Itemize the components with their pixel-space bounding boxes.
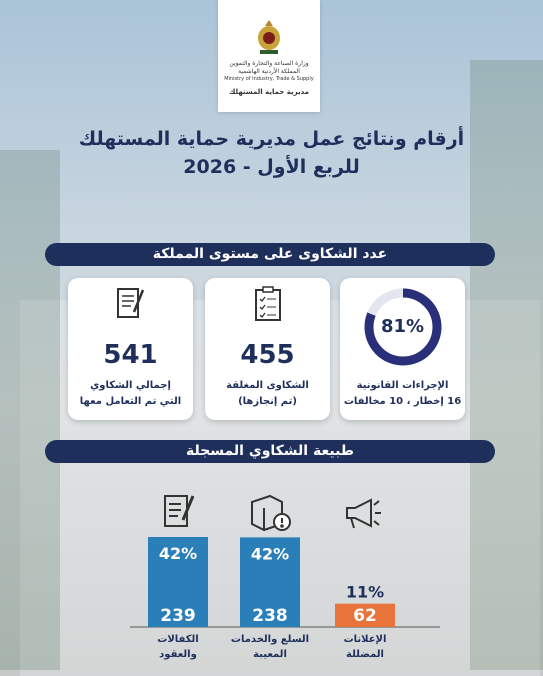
kpi-label: الشكاوى المغلقة [226,380,309,391]
share-label: 42% [159,544,197,563]
bar-chart: 239 42% 238 42% 62 11% [130,537,440,628]
kpi-card: 455 الشكاوى المغلقة (تم إنجازها) [205,278,330,420]
section-banner: طبيعة الشكاوي المسجلة [45,440,495,463]
title-line1: أرقام ونتائج عمل مديرية حماية المستهلك [78,128,465,150]
share-label: 42% [251,544,289,563]
bar [148,537,208,627]
bar [240,537,300,627]
share-label: 11% [346,583,384,602]
directorate: مديرية حماية المستهلك [228,88,310,96]
category-label: السلع والخدمات [230,634,310,645]
kpi-label: التي تم التعامل معها [79,396,182,407]
ministry-en: Ministry of Industry, Trade & Supply [224,76,314,82]
kpi-label: إجمالي الشكاوي [90,380,171,391]
logo-card: وزارة الصناعة والتجارة والتموين المملكة … [218,0,320,112]
bar-value: 239 [160,606,196,626]
ring-arc [364,288,442,366]
background-tree [470,60,543,670]
category-label: المعيبة [253,649,287,660]
ministry-ar: وزارة الصناعة والتجارة والتموين [229,60,309,67]
category-label: المضللة [346,649,384,660]
category-label: والعقود [159,649,197,660]
bar [335,603,395,627]
title-line2: للربع الأول - 2026 [183,156,360,178]
background-tree [0,150,60,670]
types-icons [164,494,381,532]
bar-value: 62 [353,606,377,626]
kpi-card: 81% الإجراءات القانونية 16 إخطار ، 10 مخ… [340,278,465,420]
kpi-label: الإجراءات القانونية [356,380,449,391]
kingdom-ar: المملكة الأردنية الهاشمية [238,68,300,75]
kpi-value: 541 [103,340,158,370]
category-label: الكفالات [157,634,199,645]
checklist-icon [255,286,281,321]
emblem [258,20,280,54]
ring-chart [364,288,442,366]
category-label: الإعلانات [343,634,387,645]
doc-icon [117,288,145,318]
kpi-value: 455 [240,340,295,370]
section-banner: عدد الشكاوى على مستوى المملكة [45,243,495,266]
bar-value: 238 [252,606,288,626]
kpi-label: (تم إنجازها) [238,396,297,407]
ring-label: 81% [380,316,425,337]
kpi-card: 541 إجمالي الشكاوي التي تم التعامل معها [68,278,193,420]
kpi-label: 16 إخطار ، 10 مخالفات [343,396,462,407]
